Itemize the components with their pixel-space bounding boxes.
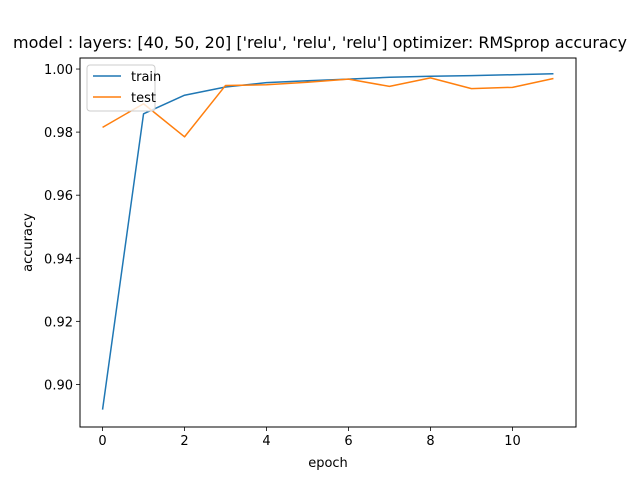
- legend-label-train: train: [131, 70, 161, 85]
- x-axis-label: epoch: [308, 456, 348, 471]
- y-tick-label: 0.92: [44, 315, 73, 330]
- chart-title: model : layers: [40, 50, 20] ['relu', 'r…: [13, 33, 627, 52]
- x-axis: 0 2 4 6 8 10: [98, 427, 521, 449]
- y-tick-label: 0.96: [44, 189, 73, 204]
- legend-label-test: test: [131, 91, 156, 106]
- series-line-train: [101, 73, 554, 410]
- y-tick-label: 1.00: [44, 63, 73, 78]
- y-tick-label: 0.94: [44, 252, 73, 267]
- x-tick-label: 2: [180, 434, 188, 449]
- x-tick-label: 10: [504, 434, 521, 449]
- x-tick-label: 8: [426, 434, 434, 449]
- axes-frame: [79, 57, 577, 428]
- y-tick-label: 0.90: [44, 378, 73, 393]
- plot-area: [101, 73, 554, 410]
- y-tick-label: 0.98: [44, 126, 73, 141]
- x-tick-label: 0: [98, 434, 106, 449]
- y-axis-label: accuracy: [21, 213, 36, 272]
- series-line-test: [102, 77, 554, 138]
- x-tick-label: 6: [344, 434, 352, 449]
- legend: train test: [86, 64, 161, 112]
- x-tick-label: 4: [262, 434, 270, 449]
- y-axis: 0.90 0.92 0.94 0.96 0.98 1.00: [44, 63, 80, 393]
